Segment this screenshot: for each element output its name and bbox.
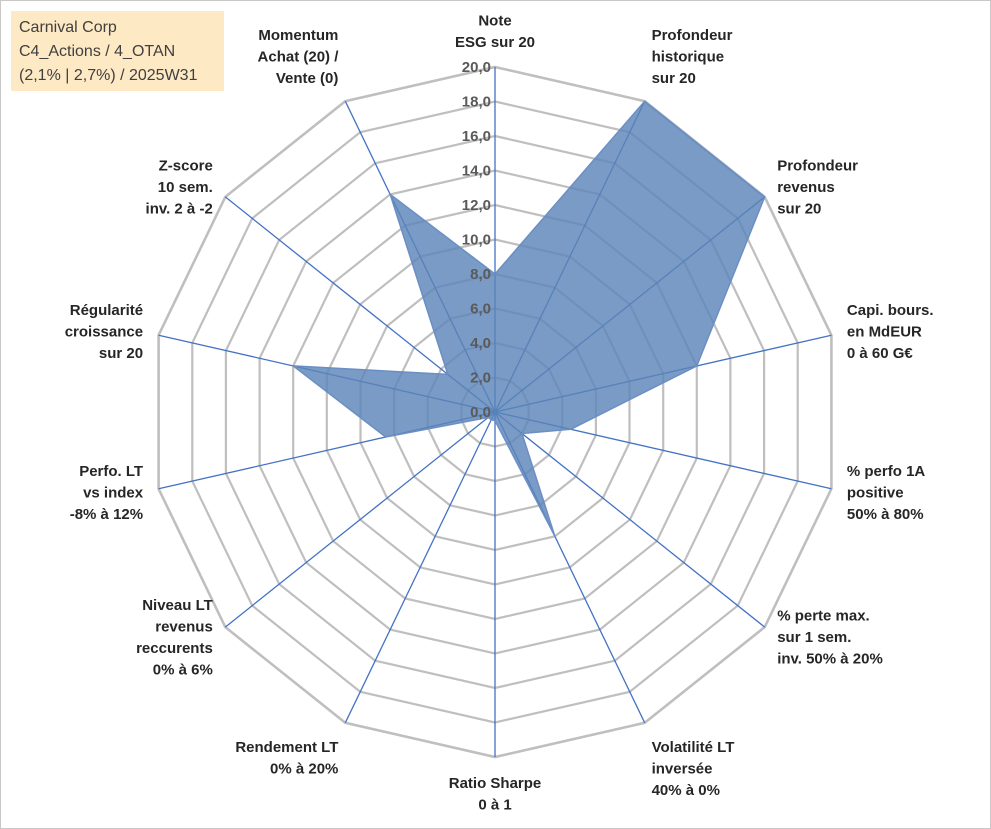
axis-label: % perte max. sur 1 sem. inv. 50% à 20% [777,608,883,668]
radar-series [292,100,766,538]
axis-spoke [344,411,496,724]
tick-label: 2,0 [470,370,491,387]
axis-spoke [224,411,496,628]
info-box: Carnival Corp C4_Actions / 4_OTAN (2,1% … [11,11,224,91]
axis-label: Ratio Sharpe 0 à 1 [449,775,542,814]
axis-label: Niveau LT revenus reccurents 0% à 6% [136,597,213,679]
info-company: Carnival Corp [19,19,117,36]
tick-label: 0,0 [470,404,491,421]
tick-label: 18,0 [462,94,491,111]
series-area [292,100,766,538]
tick-label: 6,0 [470,301,491,318]
axis-label: Capi. bours. en MdEUR 0 à 60 G€ [847,302,934,362]
axis-label: Profondeur revenus sur 20 [777,157,858,217]
axis-label: Profondeur historique sur 20 [652,27,733,87]
axis-label: Volatilité LT inversée 40% à 0% [652,739,735,799]
axis-label: Régularité croissance sur 20 [65,302,143,362]
tick-label: 14,0 [462,163,491,180]
tick-label: 12,0 [462,197,491,214]
axis-label: Note ESG sur 20 [455,13,535,52]
axis-label: % perfo 1A positive 50% à 80% [847,463,926,523]
info-period: (2,1% | 2,7%) / 2025W31 [19,67,198,84]
axis-label: Z-score 10 sem. inv. 2 à -2 [146,157,213,217]
tick-label: 16,0 [462,128,491,145]
radar-axis-labels: Note ESG sur 20 Profondeur historique sur 20… [65,13,934,814]
tick-label: 4,0 [470,335,491,352]
axis-label: Momentum Achat (20) / Vente (0) [258,27,340,87]
tick-label: 8,0 [470,266,491,283]
axis-label: Rendement LT 0% à 20% [235,739,338,778]
tick-label: 10,0 [462,232,491,249]
axis-spoke [494,411,766,628]
radar-tick-labels: 0,0 2,0 4,0 6,0 8,0 10,0 12,0 14,0 16,0 18,0 20,0 [462,59,491,421]
info-category: C4_Actions / 4_OTAN [19,43,176,60]
axis-label: Perfo. LT vs index -8% à 12% [70,463,144,523]
tick-label: 20,0 [462,59,491,76]
